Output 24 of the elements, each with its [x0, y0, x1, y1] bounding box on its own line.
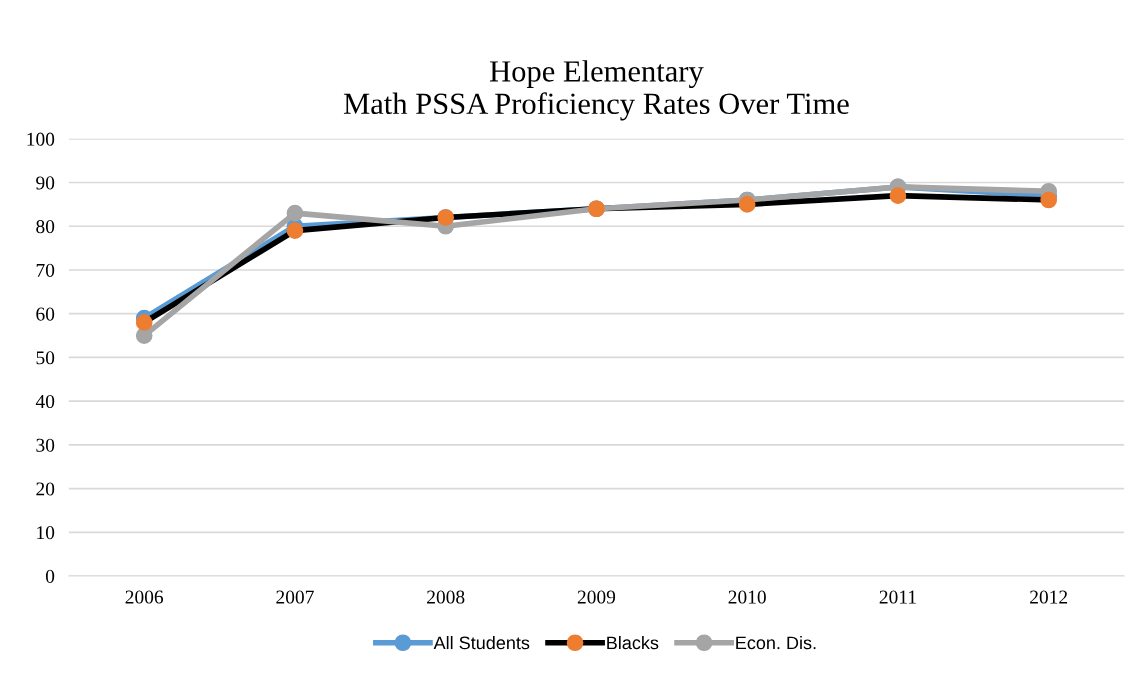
- y-tick-label: 70: [36, 263, 55, 277]
- y-tick-label: 90: [36, 176, 55, 190]
- x-tick-label: 2007: [276, 590, 314, 604]
- y-tick-label: 60: [36, 307, 55, 321]
- legend-label: Econ. Dis.: [736, 635, 816, 650]
- y-tick-label: 0: [45, 569, 55, 583]
- y-tick-label: 100: [27, 132, 55, 146]
- x-tick-label: 2010: [728, 590, 766, 604]
- chart-title: Hope Elementary Math PSSA Proficiency Rates Over Time: [343, 60, 849, 121]
- y-tick-label: 40: [35, 394, 55, 409]
- point: [286, 204, 304, 222]
- x-tick-label: 2011: [879, 590, 916, 604]
- y-tick-label: 80: [36, 220, 55, 234]
- x-tick-label: 2009: [577, 590, 616, 604]
- y-tick-label: 50: [36, 351, 55, 365]
- x-tick-label: 2006: [125, 590, 164, 604]
- y-tick-label: 30: [36, 438, 55, 452]
- x-tick-label: 2008: [427, 590, 465, 604]
- legend-label: Blacks: [607, 635, 659, 650]
- y-tick-label: 10: [37, 526, 55, 540]
- legend-label: All Students: [433, 635, 530, 650]
- point: [135, 327, 153, 344]
- y-tick-label: 20: [36, 482, 55, 496]
- x-tick-label: 2012: [1030, 590, 1068, 604]
